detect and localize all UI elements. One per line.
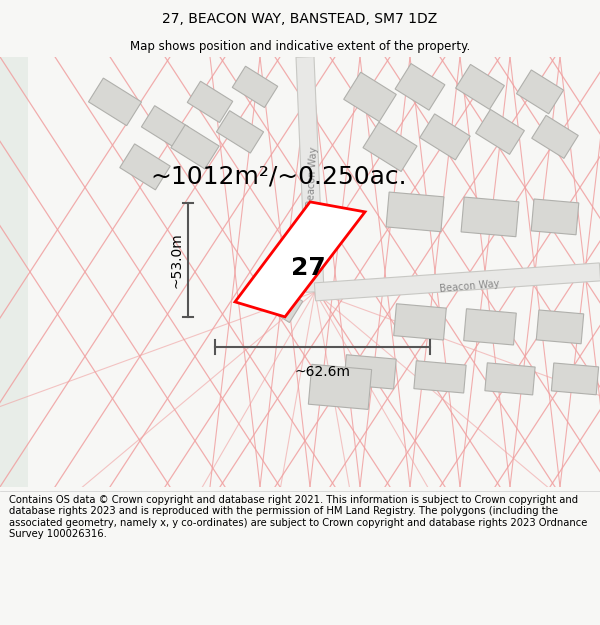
Polygon shape bbox=[235, 202, 365, 317]
Bar bbox=[455, 64, 505, 109]
FancyBboxPatch shape bbox=[0, 57, 28, 487]
Bar bbox=[476, 109, 524, 154]
Text: Contains OS data © Crown copyright and database right 2021. This information is : Contains OS data © Crown copyright and d… bbox=[9, 494, 587, 539]
Bar bbox=[171, 125, 219, 169]
Bar bbox=[532, 116, 578, 158]
Polygon shape bbox=[314, 263, 600, 301]
Bar bbox=[414, 361, 466, 393]
Bar bbox=[485, 363, 535, 395]
Bar bbox=[120, 144, 170, 190]
Bar bbox=[420, 114, 470, 160]
Bar bbox=[464, 309, 516, 345]
Bar bbox=[517, 70, 563, 114]
Text: 27: 27 bbox=[292, 256, 326, 280]
Bar bbox=[257, 281, 303, 322]
Bar bbox=[394, 304, 446, 340]
Bar bbox=[461, 197, 519, 237]
Bar bbox=[536, 310, 584, 344]
Text: 27, BEACON WAY, BANSTEAD, SM7 1DZ: 27, BEACON WAY, BANSTEAD, SM7 1DZ bbox=[163, 12, 437, 26]
Bar bbox=[232, 66, 278, 108]
Bar bbox=[142, 106, 188, 148]
Bar bbox=[344, 355, 396, 389]
Bar bbox=[217, 111, 263, 153]
Bar bbox=[344, 72, 396, 122]
Text: ~1012m²/~0.250ac.: ~1012m²/~0.250ac. bbox=[150, 165, 407, 189]
Bar bbox=[308, 364, 371, 409]
Bar bbox=[551, 363, 599, 395]
Bar bbox=[531, 199, 579, 235]
Text: ~53.0m: ~53.0m bbox=[169, 232, 183, 288]
Bar bbox=[395, 64, 445, 110]
Text: Map shows position and indicative extent of the property.: Map shows position and indicative extent… bbox=[130, 40, 470, 53]
Text: Beacon Way: Beacon Way bbox=[307, 147, 320, 207]
Text: ~62.6m: ~62.6m bbox=[295, 365, 350, 379]
Bar bbox=[187, 81, 233, 122]
Bar bbox=[363, 122, 417, 171]
Text: Beacon Way: Beacon Way bbox=[440, 279, 500, 294]
Bar bbox=[89, 78, 142, 126]
Polygon shape bbox=[296, 56, 324, 292]
Bar bbox=[386, 192, 444, 232]
